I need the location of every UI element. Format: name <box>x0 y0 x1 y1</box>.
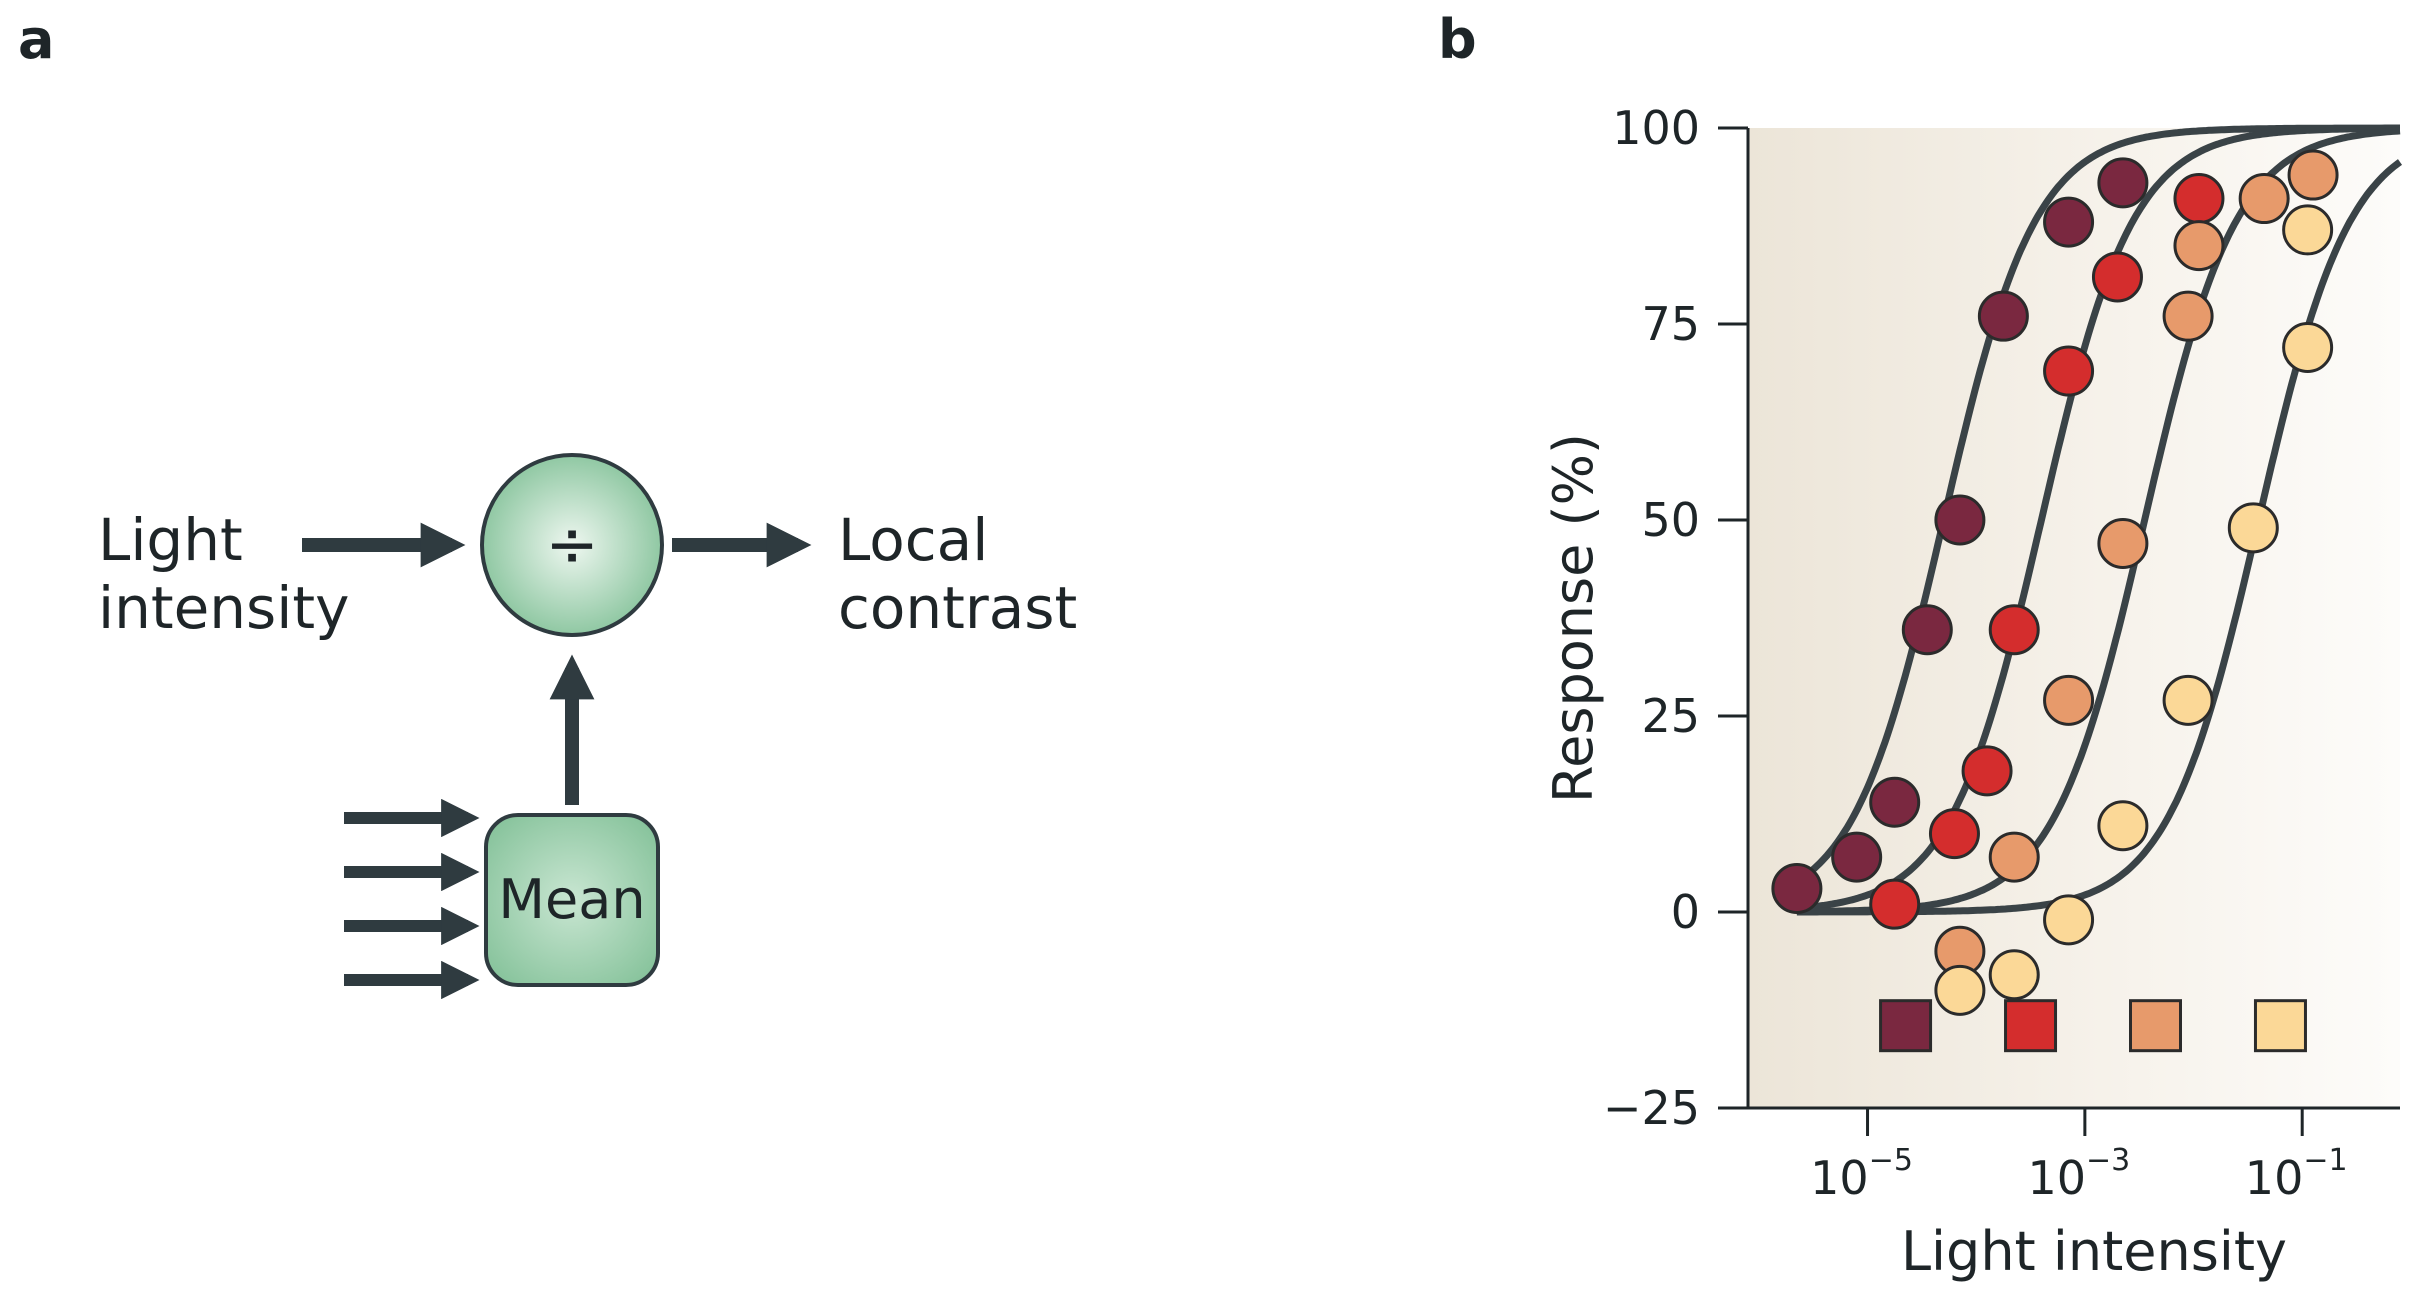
y-tick-label: 25 <box>1641 689 1700 743</box>
y-tick-label: 0 <box>1671 885 1700 939</box>
legend-swatch <box>2253 999 2307 1053</box>
input-label-line1: Light <box>98 506 243 574</box>
x-tick-label: 10−1 <box>2245 1143 2348 1205</box>
data-point <box>1928 808 1980 860</box>
mean-label: Mean <box>498 868 645 931</box>
y-tick-label: −25 <box>1603 1081 1700 1135</box>
data-point <box>1988 831 2040 883</box>
data-point <box>1831 831 1883 883</box>
data-point <box>1771 862 1823 914</box>
data-point <box>2043 196 2095 248</box>
y-axis-title: Response (%) <box>1542 433 1605 803</box>
legend <box>1879 999 2307 1053</box>
input-label-line2: intensity <box>98 574 349 642</box>
data-point <box>2287 149 2339 201</box>
data-point <box>1988 604 2040 656</box>
data-point <box>2043 894 2095 946</box>
y-tick-label: 100 <box>1612 101 1700 155</box>
plot-background <box>1748 128 2400 1108</box>
data-point <box>2091 251 2143 303</box>
data-point <box>1977 290 2029 342</box>
data-point <box>2238 173 2290 225</box>
mean-node <box>484 813 660 987</box>
y-tick-label: 75 <box>1641 297 1700 351</box>
x-axis: 10−5 10−3 10−1 <box>1748 1106 2400 1205</box>
data-point <box>2043 674 2095 726</box>
data-point <box>2097 157 2149 209</box>
x-axis-title: Light intensity <box>1901 1220 2287 1283</box>
y-tick-label: 50 <box>1641 493 1700 547</box>
data-point <box>2162 290 2214 342</box>
legend-swatch <box>1879 999 1933 1053</box>
data-point <box>2173 173 2225 225</box>
y-axis: −25 0 25 50 75 100 <box>1603 101 1750 1135</box>
x-tick-label: 10−3 <box>2027 1143 2130 1205</box>
data-point <box>1988 949 2040 1001</box>
data-point <box>2227 502 2279 554</box>
legend-swatch <box>2129 999 2182 1053</box>
data-point <box>2162 674 2214 726</box>
data-points <box>1771 149 2339 1016</box>
output-label-line1: Local <box>838 506 988 574</box>
divide-node <box>480 453 664 637</box>
data-point <box>2043 345 2095 397</box>
data-point <box>1901 604 1953 656</box>
data-point <box>1961 745 2013 797</box>
data-point <box>1934 964 1986 1016</box>
panel-label-b: b <box>1438 8 1477 71</box>
data-point <box>1934 494 1986 546</box>
x-tick-label: 10−5 <box>1810 1143 1913 1205</box>
data-point <box>1869 776 1921 828</box>
data-point <box>2097 518 2149 570</box>
response-chart: −25 0 25 50 75 100 10−5 10−3 10−1 Light intensi… <box>1542 101 2403 1283</box>
output-label-line2: contrast <box>838 574 1077 642</box>
data-point <box>2097 800 2149 852</box>
diagram: Light intensity ÷ Local contrast Mean <box>98 453 1077 1000</box>
panel-label-a: a <box>18 8 54 71</box>
data-point <box>2282 204 2334 256</box>
data-point <box>2173 220 2225 272</box>
data-point <box>1869 878 1921 930</box>
divide-symbol: ÷ <box>545 508 599 582</box>
legend-swatch <box>2004 999 2058 1053</box>
data-point <box>2282 322 2334 374</box>
